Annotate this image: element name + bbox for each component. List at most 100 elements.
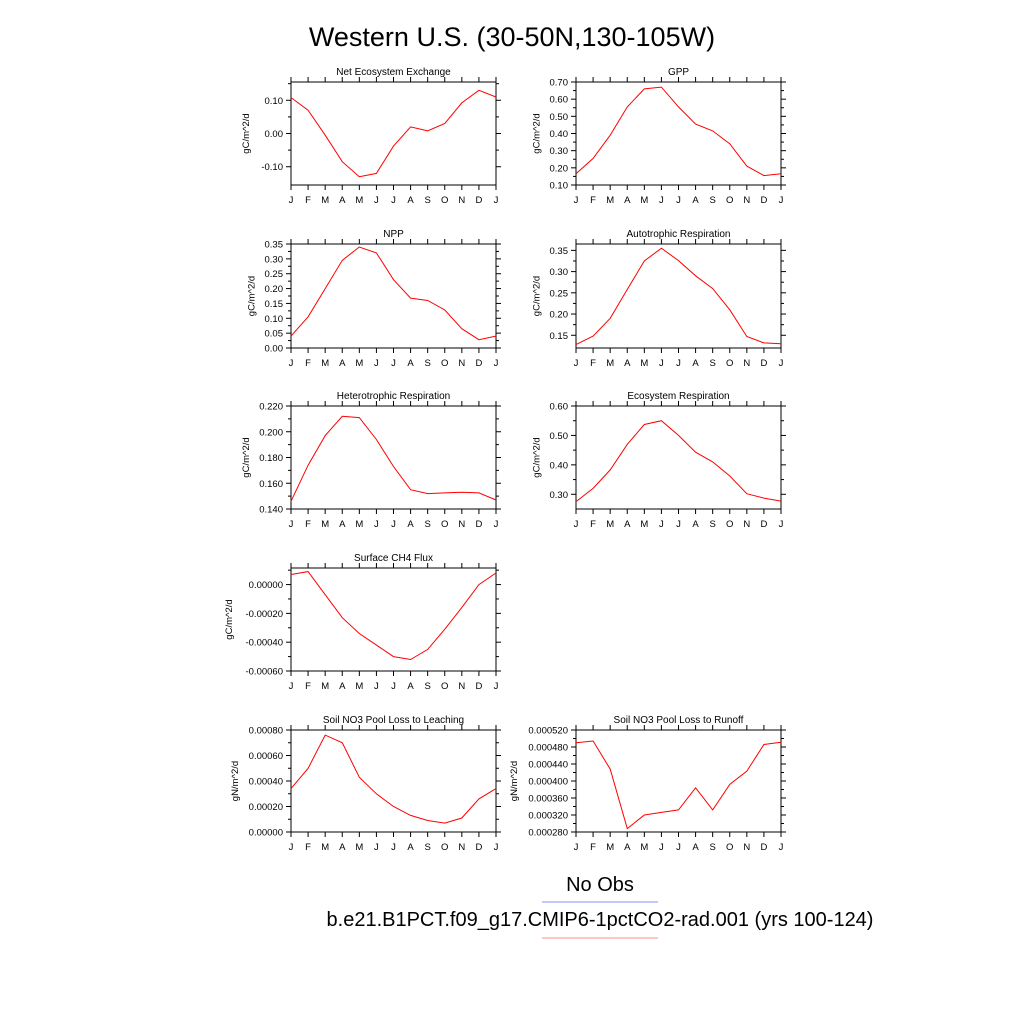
y-tick-label: 0.30 bbox=[550, 490, 569, 501]
plot-frame bbox=[575, 243, 782, 349]
x-tick-label: J bbox=[779, 358, 784, 369]
x-tick-label: F bbox=[590, 195, 596, 206]
y-axis-label: gC/m^2/d bbox=[532, 437, 543, 477]
series-line bbox=[290, 571, 497, 661]
x-tick-label: D bbox=[475, 842, 482, 853]
x-tick-label: F bbox=[305, 842, 311, 853]
y-axis-label: gC/m^2/d bbox=[532, 276, 543, 316]
plot-frame bbox=[290, 243, 497, 349]
x-tick-label: A bbox=[407, 842, 414, 853]
x-tick-label: J bbox=[494, 681, 499, 692]
x-tick-label: O bbox=[726, 195, 733, 206]
x-tick-label: J bbox=[289, 842, 294, 853]
x-tick-label: O bbox=[441, 519, 448, 530]
x-tick-label: M bbox=[321, 195, 329, 206]
x-tick-label: N bbox=[458, 519, 465, 530]
x-tick-label: S bbox=[709, 358, 715, 369]
x-tick-label: A bbox=[624, 358, 631, 369]
x-tick-label: N bbox=[458, 842, 465, 853]
x-tick-label: M bbox=[321, 681, 329, 692]
x-tick-label: F bbox=[590, 519, 596, 530]
x-tick-label: M bbox=[321, 842, 329, 853]
y-tick-label: 0.10 bbox=[265, 96, 284, 107]
y-axis-label: gN/m^2/d bbox=[509, 761, 520, 801]
x-tick-label: N bbox=[743, 195, 750, 206]
y-tick-label: -0.00040 bbox=[245, 638, 283, 649]
y-tick-label: -0.00060 bbox=[245, 667, 283, 678]
x-tick-label: M bbox=[321, 519, 329, 530]
panel-title: Ecosystem Respiration bbox=[627, 391, 729, 402]
x-tick-label: D bbox=[475, 358, 482, 369]
y-tick-label: 0.00000 bbox=[249, 828, 283, 839]
y-axis-label: gC/m^2/d bbox=[532, 113, 543, 153]
x-tick-label: J bbox=[779, 842, 784, 853]
x-tick-label: J bbox=[374, 519, 379, 530]
y-tick-label: 0.40 bbox=[550, 460, 569, 471]
y-tick-label: 0.30 bbox=[550, 267, 569, 278]
x-tick-label: S bbox=[709, 519, 715, 530]
x-tick-label: S bbox=[424, 842, 430, 853]
x-tick-label: A bbox=[692, 519, 699, 530]
y-tick-label: 0.20 bbox=[265, 284, 284, 295]
x-tick-label: A bbox=[407, 681, 414, 692]
plot-frame bbox=[575, 729, 782, 833]
y-tick-label: 0.140 bbox=[259, 505, 283, 516]
x-tick-label: J bbox=[779, 519, 784, 530]
y-tick-label: 0.50 bbox=[550, 431, 569, 442]
x-tick-label: N bbox=[458, 195, 465, 206]
series-line bbox=[290, 246, 497, 341]
x-tick-label: A bbox=[692, 195, 699, 206]
x-tick-label: A bbox=[624, 195, 631, 206]
x-tick-label: J bbox=[289, 195, 294, 206]
x-tick-label: O bbox=[441, 195, 448, 206]
x-tick-label: J bbox=[659, 519, 664, 530]
y-tick-label: 0.00000 bbox=[249, 580, 283, 591]
x-tick-label: M bbox=[640, 358, 648, 369]
y-tick-label: 0.60 bbox=[550, 95, 569, 106]
x-tick-label: F bbox=[305, 681, 311, 692]
x-tick-label: S bbox=[424, 195, 430, 206]
y-axis-label: gC/m^2/d bbox=[247, 276, 258, 316]
y-tick-label: -0.00020 bbox=[245, 609, 283, 620]
y-tick-label: 0.05 bbox=[265, 329, 284, 340]
legend-label-no-obs: No Obs bbox=[566, 874, 634, 896]
series-line bbox=[575, 420, 782, 502]
x-tick-label: J bbox=[391, 195, 396, 206]
x-tick-label: M bbox=[355, 519, 363, 530]
x-tick-label: A bbox=[407, 519, 414, 530]
x-tick-label: J bbox=[289, 519, 294, 530]
y-tick-label: 0.160 bbox=[259, 479, 283, 490]
y-tick-label: 0.30 bbox=[265, 254, 284, 265]
x-tick-label: S bbox=[424, 681, 430, 692]
plot-frame bbox=[290, 729, 497, 833]
y-tick-label: 0.60 bbox=[550, 402, 569, 413]
x-tick-label: J bbox=[659, 195, 664, 206]
y-tick-label: 0.25 bbox=[550, 288, 569, 299]
x-tick-label: F bbox=[305, 358, 311, 369]
y-tick-label: 0.15 bbox=[550, 331, 569, 342]
series-line bbox=[575, 247, 782, 346]
x-tick-label: M bbox=[355, 195, 363, 206]
x-tick-label: A bbox=[339, 195, 346, 206]
y-tick-label: -0.10 bbox=[261, 162, 283, 173]
x-tick-label: J bbox=[374, 681, 379, 692]
y-tick-label: 0.000400 bbox=[528, 777, 568, 788]
y-tick-label: 0.00080 bbox=[249, 726, 283, 737]
x-tick-label: N bbox=[458, 358, 465, 369]
y-tick-label: 0.10 bbox=[550, 181, 569, 192]
y-tick-label: 0.20 bbox=[550, 163, 569, 174]
plot-frame bbox=[575, 405, 782, 510]
panel-title: Net Ecosystem Exchange bbox=[336, 67, 451, 78]
y-tick-label: 0.35 bbox=[265, 240, 284, 251]
x-tick-label: M bbox=[355, 358, 363, 369]
x-tick-label: J bbox=[574, 195, 579, 206]
x-tick-label: A bbox=[692, 842, 699, 853]
x-tick-label: M bbox=[640, 842, 648, 853]
x-tick-label: N bbox=[743, 842, 750, 853]
panel-title: Surface CH4 Flux bbox=[354, 553, 433, 564]
